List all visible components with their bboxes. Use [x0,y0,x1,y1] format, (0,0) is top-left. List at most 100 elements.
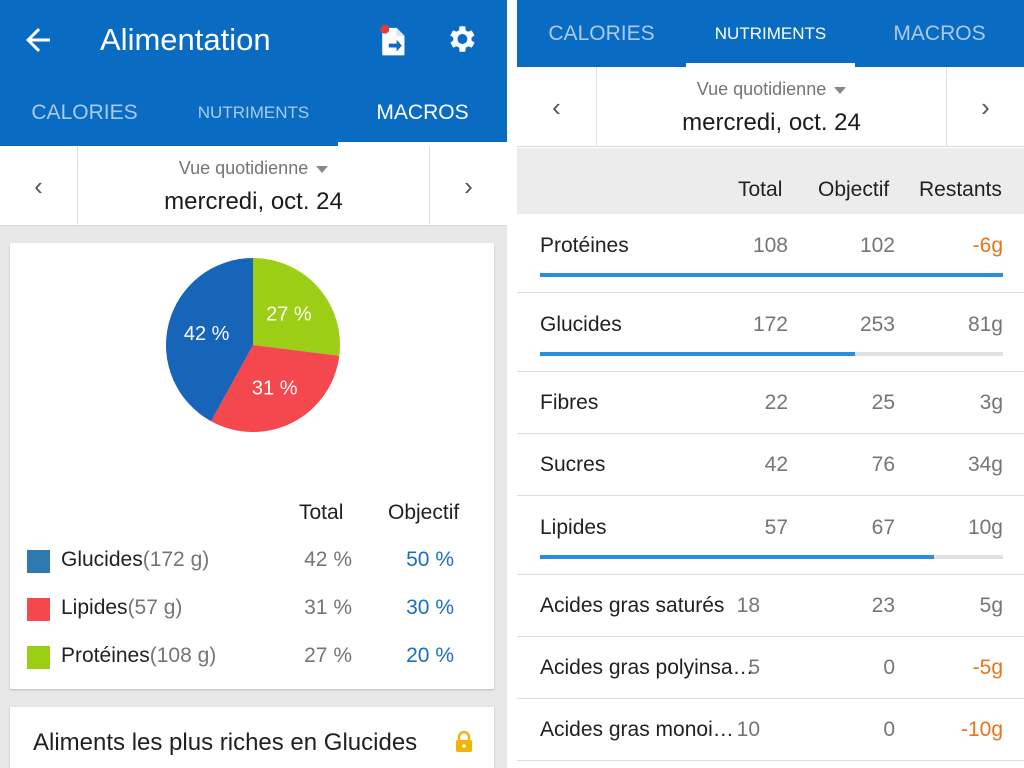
next-day-button[interactable]: › [946,67,1024,147]
nutrient-total: 5 [748,656,760,679]
current-date: mercredi, oct. 24 [682,109,861,136]
pie-label: 42 % [184,323,230,345]
file-export-icon[interactable] [378,24,410,58]
lock-icon [456,731,472,752]
nutrient-remaining: -5g [972,656,1003,679]
nutrient-total: 172 [752,313,788,336]
macro-total: 31 % [304,596,352,619]
gear-icon[interactable] [444,22,478,56]
nutrient-progress-fill [540,555,934,559]
macro-name: Lipides [61,596,128,619]
pie-slice [253,258,340,356]
chevron-left-icon: ‹ [552,91,561,122]
nutrient-progress-bar [540,352,1003,356]
remaining-header: Restants [919,178,1002,201]
screen-divider [507,0,517,768]
legend-swatch [27,646,50,669]
nutrient-remaining: 34g [967,453,1003,476]
nutrient-progress-bar [540,273,1003,277]
view-selector[interactable]: Vue quotidienne [78,158,429,179]
tab-nutrients[interactable]: NUTRIMENTS [686,0,855,67]
legend-name: Protéines(108 g) [61,644,216,668]
nutrient-total: 57 [764,516,788,539]
nutrient-total: 18 [736,594,760,617]
nutrients-screen: CALORIES NUTRIMENTS MACROS ‹ Vue quotidi… [517,0,1024,768]
previous-day-button[interactable]: ‹ [517,67,597,147]
tab-macros[interactable]: MACROS [338,80,507,146]
macro-objective[interactable]: 50 % [406,548,454,571]
richest-foods-card[interactable]: Aliments les plus riches en Glucides [10,707,494,768]
view-label: Vue quotidienne [696,79,827,99]
view-selector[interactable]: Vue quotidienne [597,79,946,100]
nutrient-remaining: 3g [979,391,1003,414]
macro-name: Glucides [61,548,143,571]
legend-row-carbs: Glucides(172 g) 42 % 50 % [10,542,494,582]
chevron-left-icon: ‹ [34,170,43,201]
tab-nutrients[interactable]: NUTRIMENTS [197,103,310,122]
legend-name: Lipides(57 g) [61,596,182,620]
nutrient-row[interactable]: Sucres 42 76 34g [517,434,1024,496]
next-day-button[interactable]: › [429,146,507,226]
nutrient-total: 22 [764,391,788,414]
pie-slice [211,345,340,432]
page-title: Alimentation [100,22,271,57]
macro-total: 42 % [304,548,352,571]
macro-objective[interactable]: 30 % [406,596,454,619]
tab-calories[interactable]: CALORIES [548,22,655,45]
nutrient-total: 42 [764,453,788,476]
caret-down-icon [316,165,329,173]
tab-calories[interactable]: CALORIES [31,101,138,124]
nutrient-row[interactable]: Glucides 172 253 81g [517,293,1024,372]
nutrient-name: Protéines [540,234,629,257]
macro-objective[interactable]: 20 % [406,644,454,667]
total-header: Total [738,178,783,201]
nutrient-objective: 76 [871,453,895,476]
app-bar: Alimentation [0,0,507,80]
nutrient-objective: 0 [883,656,895,679]
legend-name: Glucides(172 g) [61,548,209,572]
nutrient-remaining: 5g [979,594,1003,617]
nutrient-name: Fibres [540,391,599,414]
tab-bar: CALORIES NUTRIMENTS MACROS [517,0,1024,67]
macro-name: Protéines [61,644,150,667]
caret-down-icon [834,86,847,94]
nutrients-table-header: Total Objectif Restants [517,148,1024,214]
nutrient-progress-fill [540,273,1003,277]
nutrient-objective: 102 [859,234,895,257]
nutrient-name: Sucres [540,453,606,476]
nutrient-row[interactable]: Lipides 57 67 10g [517,496,1024,575]
date-navigator: ‹ Vue quotidienne mercredi, oct. 24 › [517,67,1024,147]
nutrient-row[interactable]: Fibres 22 25 3g [517,372,1024,434]
nutrient-progress-fill [540,352,855,356]
nutrient-name: Lipides [540,516,607,539]
chevron-right-icon: › [981,91,990,122]
nutrient-remaining: 10g [967,516,1003,539]
nutrient-total: 10 [736,718,760,741]
previous-day-button[interactable]: ‹ [0,146,78,226]
nutrient-row[interactable]: Acides gras polyinsa… 5 0 -5g [517,637,1024,699]
nutrient-total: 108 [752,234,788,257]
macros-pie-chart: 27 % 31 % 42 % [166,258,340,432]
nutrient-objective: 67 [871,516,895,539]
nutrient-objective: 0 [883,718,895,741]
macro-grams: (57 g) [127,596,183,619]
legend-swatch [27,550,50,573]
pie-slice [166,258,253,422]
arrow-left-icon[interactable] [20,22,56,58]
chevron-right-icon: › [464,170,473,201]
tab-macros[interactable]: MACROS [893,22,986,45]
nutrient-remaining: -10g [960,718,1003,741]
nutrient-row[interactable]: Acides gras monoi… 10 0 -10g [517,699,1024,761]
nutrient-row[interactable]: Protéines 108 102 -6g [517,214,1024,293]
macro-grams: (108 g) [149,644,217,667]
legend-swatch [27,598,50,621]
nutrient-name: Glucides [540,313,622,336]
total-header: Total [299,501,344,524]
macros-screen: Alimentation CALORIES NUTRIMENTS MACROS … [0,0,507,768]
macros-card: 27 % 31 % 42 % Total Objectif Glucides(172… [10,243,494,689]
pie-label: 31 % [252,378,298,400]
nutrient-remaining: -6g [972,234,1003,257]
nutrient-row[interactable]: Acides gras saturés 18 23 5g [517,575,1024,637]
macro-total: 27 % [304,644,352,667]
current-date: mercredi, oct. 24 [164,188,343,215]
